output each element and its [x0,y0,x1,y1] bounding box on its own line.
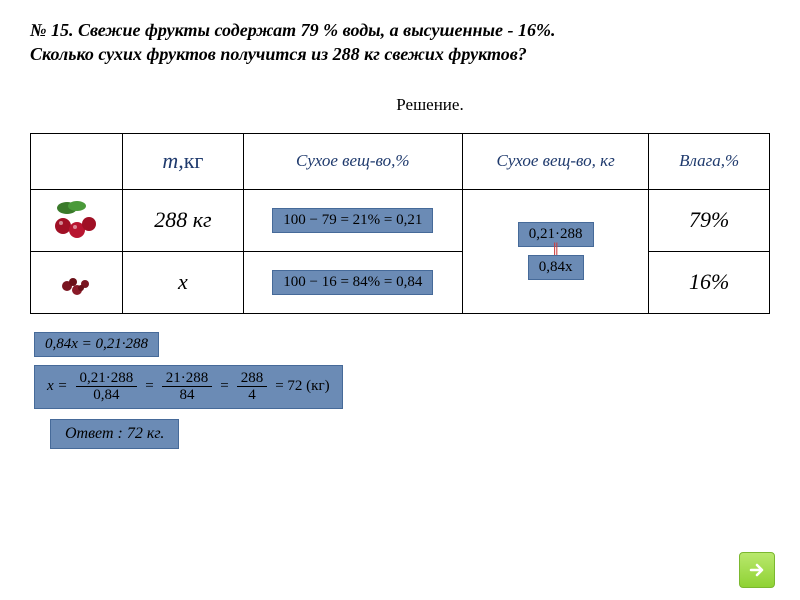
problem-statement: № 15. Свежие фрукты содержат 79 % воды, … [30,18,770,67]
equation-fraction: x = 0,21·288 0,84 = 21·288 84 = 288 4 = … [34,365,343,409]
dried-dry-pct-formula: 100 − 16 = 84% = 0,84 [272,270,433,295]
dried-mass: x [178,269,188,294]
table-header-row: m,кг Сухое вещ-во,% Сухое вещ-во, кг Вла… [31,133,770,189]
derivation-block: 0,84x = 0,21·288 x = 0,21·288 0,84 = 21·… [34,332,770,449]
frac2-num: 21·288 [162,370,213,388]
equation-1: 0,84x = 0,21·288 [34,332,159,357]
table-row-fresh: 288 кг 100 − 79 = 21% = 0,21 0,21·288 ‖ … [31,189,770,251]
solution-label: Решение. [30,95,770,115]
next-button[interactable] [739,552,775,588]
fresh-moisture: 79% [689,207,729,232]
problem-line-2: Сколько сухих фруктов получится из 288 к… [30,44,527,64]
problem-line-1: № 15. Свежие фрукты содержат 79 % воды, … [30,20,555,40]
col-moisture: Влага,% [649,133,770,189]
fresh-dry-pct-formula: 100 − 79 = 21% = 0,21 [272,208,433,233]
col-dry-pct: Сухое вещ-во,% [243,133,462,189]
dried-dry-kg-formula: 0,84x [528,255,584,280]
cherries-fresh-icon [46,196,108,240]
frac3-den: 4 [244,387,260,404]
equals-mark-icon: ‖ [553,248,559,255]
result-tail: = 72 (кг) [275,378,329,395]
frac1-num: 0,21·288 [76,370,138,388]
answer: Ответ : 72 кг. [50,419,179,449]
arrow-right-icon [747,560,767,580]
fresh-mass: 288 кг [154,207,211,232]
col-mass: m,кг [123,133,244,189]
col-dry-kg: Сухое вещ-во, кг [462,133,648,189]
x-equals: x = [47,378,68,395]
table-row-dried: x 100 − 16 = 84% = 0,84 16% [31,251,770,313]
cherries-dried-icon [46,258,108,302]
solution-table: m,кг Сухое вещ-во,% Сухое вещ-во, кг Вла… [30,133,770,314]
frac1-den: 0,84 [89,387,123,404]
frac3-num: 288 [237,370,268,388]
frac2-den: 84 [176,387,199,404]
dried-moisture: 16% [689,269,729,294]
